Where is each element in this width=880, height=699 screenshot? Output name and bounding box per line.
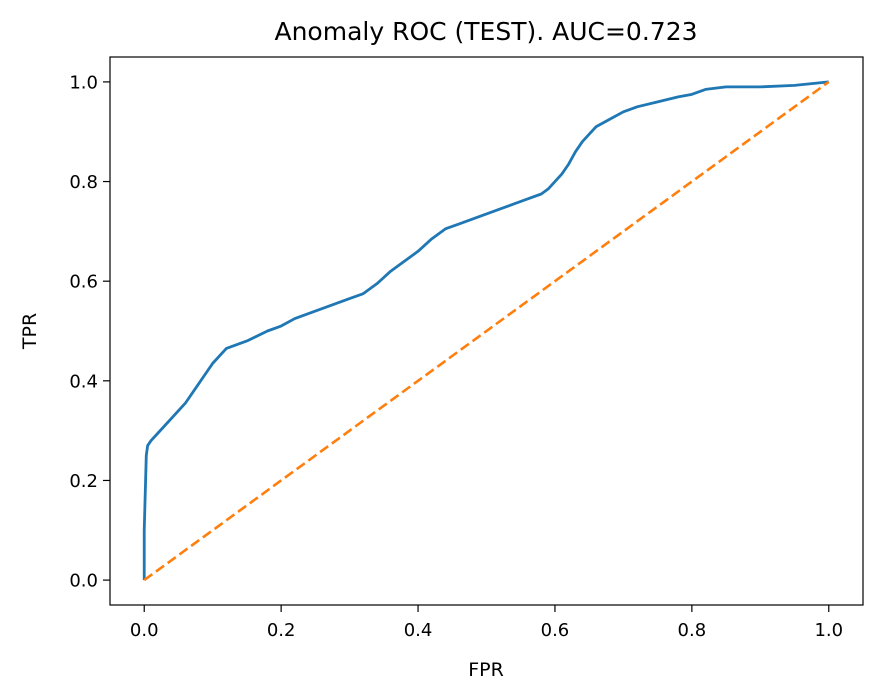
plot-frame	[109, 56, 864, 606]
chance-diagonal-line	[143, 80, 830, 582]
x-axis-label: FPR	[468, 659, 504, 681]
series-layer	[142, 80, 830, 582]
y-axis-label: TPR	[19, 313, 41, 350]
y-tick-label: 0.2	[69, 471, 98, 492]
y-tick-label: 0.0	[69, 571, 98, 592]
chart-title: Anomaly ROC (TEST). AUC=0.723	[274, 17, 697, 46]
y-axis-ticks: 0.0 0.2 0.4 0.6 0.8 1.0	[69, 72, 110, 592]
x-tick-label: 1.0	[814, 620, 843, 641]
x-tick-label: 0.8	[678, 620, 707, 641]
y-tick-label: 1.0	[69, 72, 98, 93]
x-axis-ticks: 0.0 0.2 0.4 0.6 0.8 1.0	[130, 605, 843, 641]
plot-area	[109, 56, 864, 606]
x-tick-label: 0.2	[267, 620, 296, 641]
x-tick-label: 0.4	[404, 620, 433, 641]
y-tick-label: 0.8	[69, 172, 98, 193]
x-tick-label: 0.0	[130, 620, 159, 641]
x-tick-label: 0.6	[541, 620, 570, 641]
roc-curve-line	[142, 80, 829, 581]
y-tick-label: 0.6	[69, 272, 98, 293]
y-tick-label: 0.4	[69, 371, 98, 392]
